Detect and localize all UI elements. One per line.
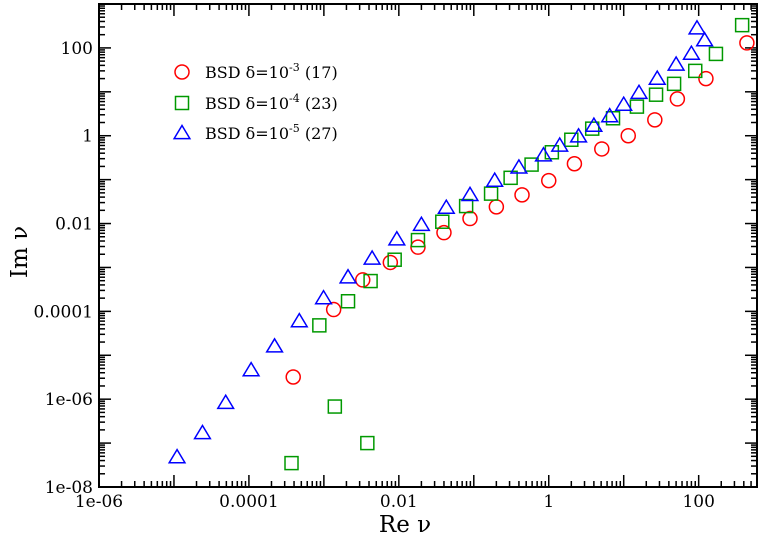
legend-label: BSD δ=10-3 (17) — [205, 61, 338, 82]
data-point — [666, 55, 686, 71]
data-point — [325, 301, 342, 318]
data-point — [435, 214, 450, 229]
data-point — [285, 369, 301, 385]
legend-marker-circle — [174, 64, 190, 80]
data-point — [544, 145, 560, 160]
data-point — [284, 455, 299, 471]
data-point — [483, 186, 499, 201]
data-point — [412, 215, 431, 232]
data-point — [534, 146, 553, 162]
data-point — [312, 318, 327, 333]
data-point — [629, 83, 649, 100]
y-tick-label: 1e-08 — [45, 478, 93, 498]
data-point — [488, 199, 505, 215]
y-tick-label: 100 — [61, 39, 93, 59]
y-axis-title: Im ν — [7, 226, 33, 278]
data-point — [462, 210, 478, 227]
data-point — [594, 141, 610, 157]
x-axis-title: Re ν — [379, 512, 431, 537]
x-tick-label: 1e-06 — [75, 492, 123, 512]
data-point — [734, 17, 750, 33]
data-point — [382, 254, 399, 271]
data-point — [698, 70, 714, 87]
data-point — [437, 198, 456, 215]
data-point — [340, 293, 356, 309]
data-point — [458, 198, 474, 214]
data-point — [363, 273, 378, 289]
legend: BSD δ=10-3 (17) BSD δ=10-4 (23) BSD δ=10-5… — [172, 61, 338, 143]
data-point — [193, 424, 212, 440]
series-square — [284, 17, 750, 471]
data-point — [167, 448, 187, 464]
data-point — [410, 232, 426, 248]
data-point — [739, 35, 755, 51]
data-point — [647, 112, 663, 128]
data-points — [167, 17, 755, 471]
data-point — [564, 132, 579, 147]
y-tick-label: 1 — [82, 127, 93, 147]
series-circle — [285, 35, 755, 385]
data-point — [509, 158, 529, 174]
legend-label: BSD δ=10-4 (23) — [205, 92, 338, 113]
data-point — [290, 312, 309, 328]
legend-marker-triangle — [172, 124, 192, 140]
data-point — [387, 230, 407, 246]
data-point — [648, 87, 664, 102]
data-point — [216, 393, 235, 410]
data-point — [605, 111, 621, 126]
data-point — [338, 268, 358, 284]
x-tick-label: 100 — [682, 492, 714, 512]
data-point — [241, 361, 261, 377]
y-tick-label: 0.0001 — [34, 302, 93, 322]
data-point — [695, 31, 714, 47]
y-tick-label: 0.01 — [55, 215, 93, 235]
data-point — [314, 289, 333, 305]
data-point — [524, 157, 539, 172]
legend-label: BSD δ=10-5 (27) — [205, 122, 338, 143]
data-point — [682, 44, 701, 61]
data-point — [600, 107, 619, 123]
data-point — [614, 95, 633, 112]
plot-border — [98, 3, 758, 488]
data-point — [669, 91, 686, 107]
data-point — [550, 136, 569, 152]
data-point — [387, 252, 402, 267]
y-axis: 1e-08 1e-06 0.0001 0.01 1 100 — [34, 3, 757, 498]
x-tick-label: 0.0001 — [219, 492, 278, 512]
data-point — [687, 19, 707, 35]
legend-marker-square — [174, 95, 190, 111]
series-triangle — [167, 19, 714, 464]
data-point — [514, 187, 530, 203]
x-axis: 1e-06 0.0001 0.01 1 100 — [75, 4, 758, 512]
data-point — [327, 399, 343, 414]
data-point — [620, 127, 637, 144]
data-point — [629, 99, 645, 114]
data-point — [648, 69, 667, 85]
data-point — [503, 170, 518, 186]
data-point — [708, 46, 724, 62]
data-point — [460, 185, 480, 202]
data-point — [485, 171, 504, 187]
data-point — [265, 337, 284, 353]
data-point — [569, 127, 588, 143]
data-point — [541, 172, 557, 189]
x-tick-label: 1 — [543, 492, 554, 512]
data-point — [360, 435, 375, 451]
y-tick-label: 1e-06 — [45, 390, 93, 410]
data-point — [566, 156, 583, 172]
x-tick-label: 0.01 — [380, 492, 418, 512]
data-point — [687, 63, 703, 79]
data-point — [666, 76, 682, 92]
data-point — [584, 116, 604, 132]
plot-frame — [98, 3, 758, 488]
data-point — [436, 224, 452, 241]
data-point — [354, 272, 371, 288]
data-point — [362, 249, 382, 265]
